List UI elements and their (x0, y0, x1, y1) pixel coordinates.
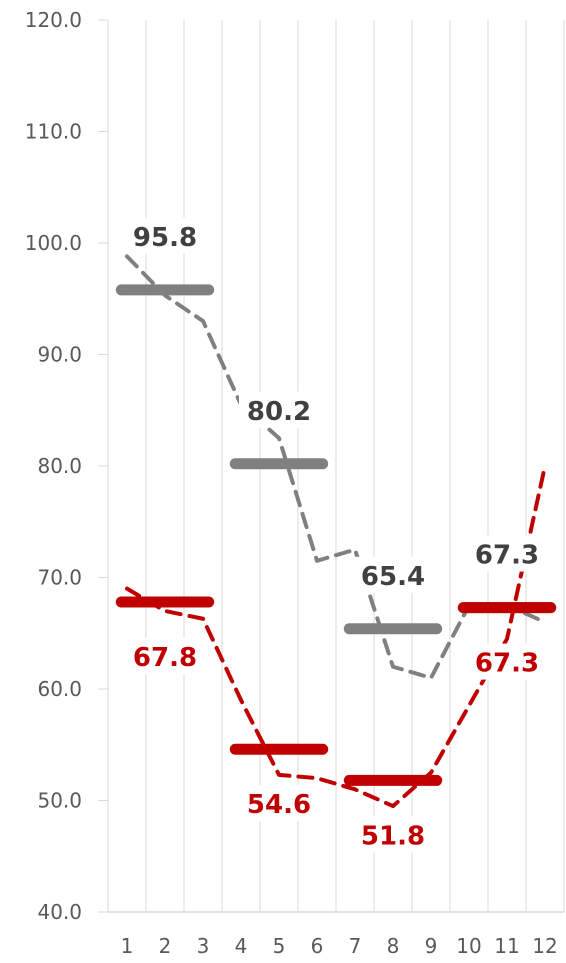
x-tick-label: 6 (311, 934, 324, 958)
y-tick-label: 70.0 (37, 566, 82, 590)
y-tick-label: 100.0 (25, 231, 82, 255)
y-tick-label: 120.0 (25, 8, 82, 32)
x-tick-label: 2 (159, 934, 172, 958)
series-line-2 (125, 464, 547, 809)
y-tick-label: 40.0 (37, 900, 82, 924)
data-label: 95.8 (133, 223, 197, 253)
x-tick-label: 5 (273, 934, 286, 958)
data-label-background (239, 391, 319, 428)
x-tick-label: 12 (532, 934, 557, 958)
data-label: 67.8 (133, 643, 197, 673)
x-tick-label: 10 (456, 934, 481, 958)
y-tick-label: 80.0 (37, 454, 82, 478)
data-label-background (353, 556, 433, 593)
series-line-1 (125, 254, 547, 680)
data-label: 54.6 (247, 790, 311, 820)
data-label: 80.2 (247, 397, 311, 427)
series-lines (125, 254, 547, 809)
average-bars (115, 284, 557, 786)
x-tick-label: 9 (425, 934, 438, 958)
data-label: 67.3 (475, 649, 539, 679)
data-label-background (125, 217, 205, 254)
y-tick-label: 60.0 (37, 677, 82, 701)
data-label: 67.3 (475, 541, 539, 571)
x-tick-label: 11 (494, 934, 519, 958)
gridlines (107, 20, 565, 913)
x-axis: 1 2 3 4 5 6 7 8 9 10 11 12 (121, 934, 558, 958)
x-tick-label: 7 (349, 934, 362, 958)
data-label-background (353, 816, 433, 853)
data-labels: 95.8 80.2 65.4 67.3 67.8 54.6 51.8 67.3 (125, 217, 547, 853)
data-label: 65.4 (361, 562, 425, 592)
y-tick-label: 50.0 (37, 789, 82, 813)
x-tick-label: 4 (235, 934, 248, 958)
y-axis: 40.0 50.0 60.0 70.0 80.0 90.0 100.0 110.0 120.0 (25, 8, 108, 924)
x-tick-label: 8 (387, 934, 400, 958)
y-tick-label: 110.0 (25, 120, 82, 144)
x-tick-label: 1 (121, 934, 134, 958)
data-label-background (239, 785, 319, 822)
x-tick-label: 3 (197, 934, 210, 958)
data-label-background (125, 638, 205, 675)
data-label: 51.8 (361, 821, 425, 851)
data-label-background (467, 535, 547, 572)
data-label-background (467, 643, 547, 680)
y-tick-label: 90.0 (37, 343, 82, 367)
